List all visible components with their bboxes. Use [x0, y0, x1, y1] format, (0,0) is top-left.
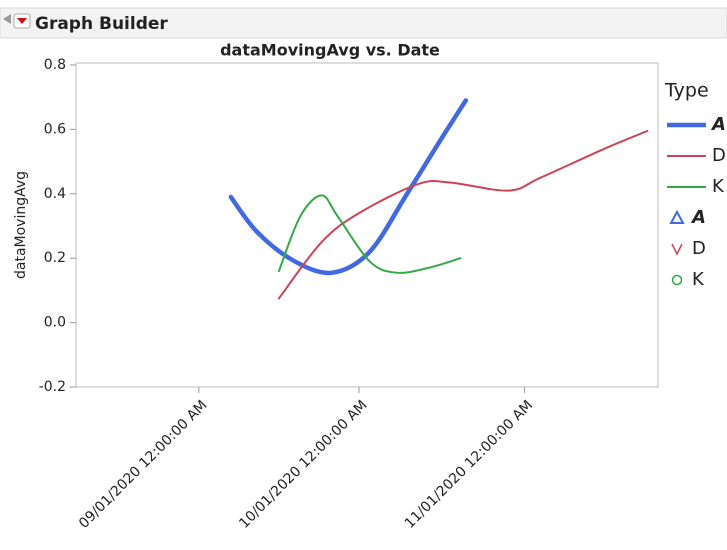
y-tick-label: 0.8: [44, 57, 66, 73]
legend-label: A: [710, 114, 726, 135]
x-tick-label: 11/01/2020 12:00:00 AM: [402, 397, 536, 531]
x-tick-label: 10/01/2020 12:00:00 AM: [236, 397, 370, 531]
series-line: [277, 194, 462, 274]
y-tick-label: 0.4: [44, 186, 66, 202]
y-tick-label: 0.0: [44, 315, 66, 331]
header-title: Graph Builder: [35, 14, 168, 34]
header-bar: [0, 7, 727, 39]
x-tick-label: 09/01/2020 12:00:00 AM: [76, 397, 210, 531]
legend-marker: [671, 274, 683, 286]
legend-marker: [671, 243, 683, 256]
series-line: [228, 98, 469, 276]
y-tick-label: 0.2: [44, 250, 66, 266]
plot-frame: [75, 62, 659, 388]
legend-label: A: [690, 207, 706, 228]
legend-marker: [669, 209, 685, 224]
series-line: [277, 130, 649, 300]
y-tick-label: 0.6: [44, 121, 66, 137]
legend-label: D: [692, 238, 706, 259]
menu-icon: [17, 18, 27, 24]
y-axis-label: dataMovingAvg: [13, 171, 29, 279]
y-tick-label: -0.2: [39, 379, 66, 395]
legend-label: K: [692, 269, 705, 290]
outline-toggle[interactable]: [3, 14, 11, 24]
chart-title: dataMovingAvg vs. Date: [220, 41, 440, 60]
legend-title: Type: [664, 80, 709, 102]
legend-label: K: [712, 176, 725, 197]
legend-label: D: [712, 145, 726, 166]
